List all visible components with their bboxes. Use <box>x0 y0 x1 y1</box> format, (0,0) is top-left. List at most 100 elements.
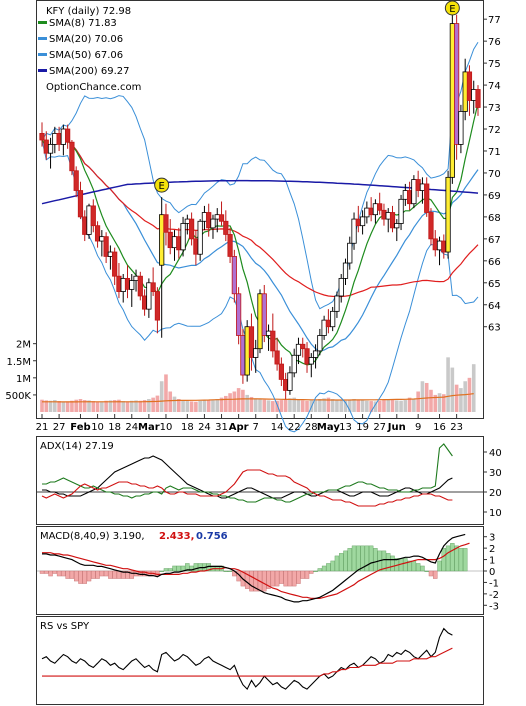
macd-tick-label: 2 <box>489 544 495 555</box>
bollinger-lower <box>41 139 479 433</box>
macd-histogram-bar <box>253 570 258 592</box>
macd-histogram-bar <box>462 548 468 572</box>
date-label: May <box>317 422 340 433</box>
candle-body <box>454 23 460 145</box>
volume-bar <box>292 397 296 412</box>
candle-body <box>231 256 237 295</box>
rs-series-line <box>41 627 453 691</box>
price-tick-label: 74 <box>488 81 501 92</box>
price-tick-label: 77 <box>488 15 501 26</box>
candle-body <box>471 89 477 101</box>
macd-histogram-bar <box>407 560 412 572</box>
macd-histogram-bar <box>116 570 122 579</box>
volume-bar <box>390 399 395 412</box>
macd-histogram-bar <box>121 570 126 579</box>
candle-body <box>112 251 118 277</box>
candle-body <box>359 216 366 227</box>
date-label: 24 <box>125 422 138 433</box>
volume-bar <box>394 400 399 412</box>
price-tick-label: 73 <box>488 103 501 114</box>
price-tick-label: 69 <box>488 191 501 202</box>
adx-series-line <box>42 443 453 503</box>
volume-bar <box>347 400 352 412</box>
volume-bar <box>44 400 49 412</box>
candle-body <box>146 282 152 310</box>
date-label: 23 <box>450 422 463 433</box>
macd-histogram-bar <box>125 570 130 579</box>
macd-histogram-bar <box>351 545 357 572</box>
candle-body <box>171 236 178 249</box>
volume-bar <box>125 401 130 412</box>
macd-title-signal: 2.433, <box>159 531 194 542</box>
volume-bar <box>288 398 292 412</box>
candle-body <box>445 176 451 253</box>
watermark: OptionChance.com <box>46 82 141 93</box>
volume-bar <box>343 400 348 412</box>
volume-bar <box>70 400 74 412</box>
macd-histogram-bar <box>433 570 438 579</box>
candle-body <box>94 225 101 242</box>
macd-histogram-bar <box>368 545 374 572</box>
macd-histogram-bar <box>168 568 173 572</box>
macd-histogram-bar <box>249 570 254 592</box>
volume-bar <box>159 381 164 412</box>
candle-body <box>364 207 370 218</box>
macd-histogram-bar <box>304 570 310 579</box>
candle-body <box>330 310 336 328</box>
candle-body <box>398 198 404 224</box>
volume-bar <box>224 395 228 412</box>
volume-sma-line <box>42 393 474 403</box>
volume-bar <box>300 400 305 412</box>
candle-body <box>402 190 408 200</box>
macd-histogram-bar <box>326 563 331 572</box>
date-label: 18 <box>108 422 121 433</box>
volume-bar <box>335 399 339 412</box>
volume-bar <box>249 396 254 412</box>
macd-histogram-bar <box>360 545 365 572</box>
volume-bar <box>467 377 472 412</box>
date-label: 22 <box>288 422 301 433</box>
macd-histogram-bar <box>270 570 276 587</box>
macd-histogram-bar <box>108 570 113 579</box>
candle-body <box>274 350 280 365</box>
date-label: 13 <box>339 422 352 433</box>
candle-body <box>466 71 473 101</box>
legend-swatch-sma200 <box>38 69 47 72</box>
macd-histogram-bar <box>390 555 395 572</box>
macd-histogram-bar <box>428 570 434 577</box>
date-label: Feb <box>70 422 90 433</box>
volume-bar <box>382 400 386 412</box>
date-label: 24 <box>198 422 211 433</box>
candle-body <box>56 133 62 145</box>
macd-histogram-bar <box>403 558 408 572</box>
candle-body <box>218 214 225 222</box>
macd-histogram-bar <box>176 565 181 572</box>
candle-body <box>176 236 182 251</box>
bollinger-upper <box>41 41 479 310</box>
candle-body <box>424 183 430 213</box>
candle-body <box>449 23 455 178</box>
macd-histogram-bar <box>129 570 134 579</box>
macd-title: MACD(8,40,9) 3.190, 2.433, 0.756 <box>40 531 228 542</box>
volume-bar <box>202 400 207 412</box>
macd-histogram-bar <box>296 570 301 584</box>
candle-body <box>347 242 353 264</box>
volume-bar <box>142 400 147 412</box>
volume-bar <box>219 397 224 412</box>
price-tick-label: 70 <box>488 169 501 180</box>
price-tick-label: 64 <box>488 301 501 312</box>
volume-bar <box>155 395 160 412</box>
volume-bar <box>236 388 241 412</box>
volume-bar <box>356 399 361 412</box>
candle-body <box>163 214 169 233</box>
macd-histogram-bar <box>364 545 370 572</box>
volume-bar <box>138 400 143 412</box>
legend-sma200: SMA(200) 69.27 <box>49 66 130 77</box>
candle-body <box>65 128 71 143</box>
macd-histogram-bar <box>244 570 250 589</box>
macd-histogram-bar <box>279 570 284 584</box>
rs-title: RS vs SPY <box>40 621 90 632</box>
macd-histogram-bar <box>420 565 425 572</box>
candle-body <box>381 209 387 220</box>
